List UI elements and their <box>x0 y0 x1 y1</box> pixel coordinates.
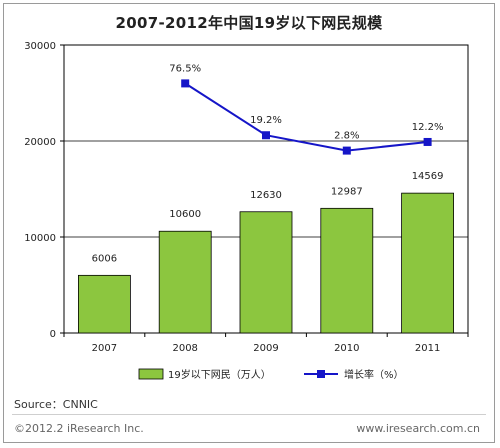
y-tick-label: 30000 <box>24 41 56 52</box>
x-tick-label: 2010 <box>334 343 359 354</box>
growth-marker <box>181 79 190 88</box>
bar <box>158 230 212 334</box>
y-tick-label: 10000 <box>24 233 56 244</box>
website-url: www.iresearch.com.cn <box>356 422 480 435</box>
bar <box>401 192 455 334</box>
bar-value-label: 12987 <box>331 186 363 197</box>
bar <box>320 207 374 334</box>
growth-value-label: 76.5% <box>169 63 201 74</box>
copyright-text: ©2012.2 iResearch Inc. <box>14 422 144 435</box>
bar-value-label: 6006 <box>92 253 117 264</box>
bar <box>239 211 293 334</box>
chart-frame: 2007-2012年中国19岁以下网民规模 0 10000 20000 30000 60… <box>3 3 495 443</box>
y-tick-label: 20000 <box>24 137 56 148</box>
bar-value-label: 10600 <box>169 209 201 220</box>
legend-bar-swatch <box>138 368 164 380</box>
chart-title: 2007-2012年中国19岁以下网民规模 <box>115 14 383 32</box>
growth-line <box>184 82 428 152</box>
x-tick-label: 2007 <box>92 343 117 354</box>
growth-marker <box>262 131 270 140</box>
bar-value-label: 14569 <box>412 171 444 182</box>
legend-line-label: 增长率（%） <box>344 368 404 381</box>
legend-bar-label: 19岁以下网民（万人） <box>168 368 271 381</box>
growth-value-label: 12.2% <box>412 122 444 133</box>
footer-divider <box>12 414 486 415</box>
growth-marker <box>423 137 432 146</box>
y-tick-label: 0 <box>50 329 56 340</box>
growth-marker <box>342 146 351 155</box>
bar <box>78 274 131 334</box>
x-tick-label: 2011 <box>415 343 440 354</box>
chart-svg: 0 10000 20000 30000 6006 10600 12630 12987 14569… <box>24 41 469 381</box>
legend-line-marker <box>317 370 325 378</box>
x-tick-label: 2009 <box>253 343 278 354</box>
growth-value-label: 19.2% <box>250 115 282 126</box>
bar-value-label: 12630 <box>250 190 282 201</box>
x-tick-label: 2008 <box>172 343 197 354</box>
source-note: Source：CNNIC <box>14 398 98 411</box>
growth-value-label: 2.8% <box>334 131 359 142</box>
